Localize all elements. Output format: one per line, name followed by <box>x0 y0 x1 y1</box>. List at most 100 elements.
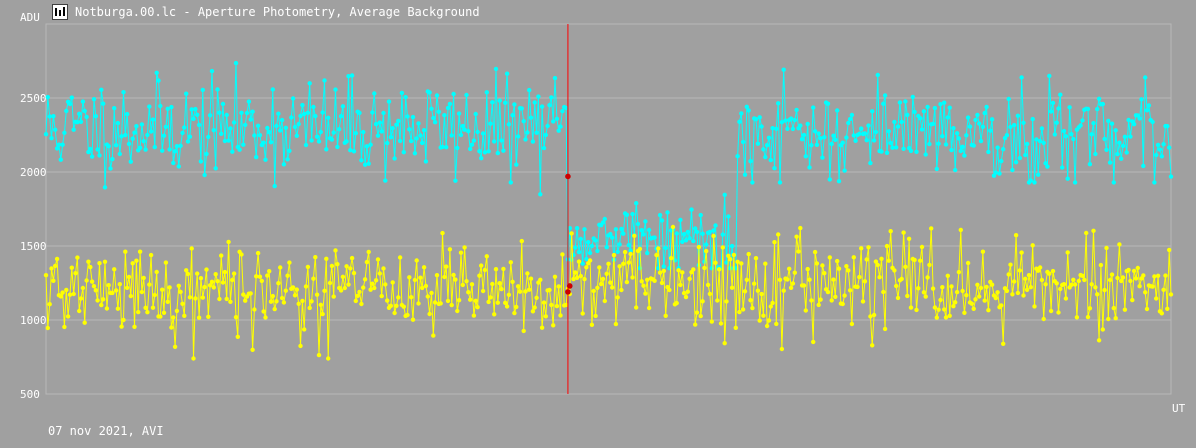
data-point <box>1106 316 1111 322</box>
data-point <box>303 142 309 148</box>
data-point <box>805 121 810 127</box>
data-point <box>381 110 386 116</box>
data-point <box>1032 304 1037 309</box>
data-point <box>78 296 84 301</box>
data-point <box>497 281 502 286</box>
data-point <box>480 288 486 294</box>
data-point <box>279 117 285 123</box>
data-point <box>265 273 270 278</box>
data-point <box>311 276 316 281</box>
data-point <box>608 231 613 237</box>
data-point <box>543 314 548 319</box>
data-point <box>674 300 679 306</box>
data-point <box>752 281 757 286</box>
data-point <box>846 120 851 126</box>
data-point <box>1028 285 1034 290</box>
data-point <box>296 301 301 306</box>
data-point <box>693 226 698 231</box>
data-point <box>150 117 156 122</box>
data-point <box>569 231 574 236</box>
data-point <box>967 124 973 129</box>
data-point <box>1008 124 1013 130</box>
data-point <box>776 232 781 237</box>
data-point <box>53 127 58 132</box>
data-point <box>239 110 244 116</box>
data-point <box>193 296 198 301</box>
data-point <box>152 292 157 298</box>
data-point <box>578 236 583 242</box>
data-point <box>1061 282 1067 287</box>
data-point <box>816 131 821 136</box>
data-point <box>1056 310 1061 315</box>
data-point <box>370 110 375 115</box>
data-point <box>466 290 471 295</box>
data-point <box>185 271 191 277</box>
data-point <box>563 302 569 308</box>
data-point <box>257 274 263 279</box>
data-point <box>881 101 886 107</box>
data-point <box>539 104 545 109</box>
data-point <box>1126 267 1131 273</box>
data-point <box>254 274 259 279</box>
data-point <box>174 144 180 149</box>
data-point <box>735 154 740 159</box>
data-point <box>606 261 611 266</box>
data-point <box>643 291 648 296</box>
data-point <box>833 294 838 299</box>
data-point <box>903 99 908 104</box>
data-point <box>940 285 945 290</box>
data-point <box>51 114 56 119</box>
data-point <box>953 167 958 173</box>
data-point <box>663 313 668 318</box>
lightcurve-app-icon[interactable] <box>52 4 68 20</box>
data-point <box>811 105 816 110</box>
data-point <box>195 112 200 118</box>
data-point <box>340 274 346 279</box>
data-point <box>102 185 108 190</box>
data-point <box>503 100 508 106</box>
data-point <box>1065 176 1070 181</box>
data-point <box>895 124 901 129</box>
data-point <box>702 265 707 271</box>
data-point <box>1080 273 1085 278</box>
title-bar: Notburga.00.lc - Aperture Photometry, Av… <box>0 0 1196 24</box>
data-point <box>763 154 768 160</box>
data-point <box>731 252 737 258</box>
data-point <box>357 289 362 295</box>
data-point <box>504 71 510 76</box>
data-point <box>630 275 635 280</box>
data-point <box>1013 160 1019 165</box>
data-point <box>884 243 890 249</box>
data-point <box>272 306 277 312</box>
data-point <box>659 280 665 286</box>
data-point <box>954 289 960 295</box>
data-point <box>842 168 847 173</box>
data-point <box>774 321 779 327</box>
data-point <box>1039 277 1045 283</box>
data-point <box>126 141 132 147</box>
data-point <box>427 90 432 95</box>
data-point <box>940 134 945 139</box>
data-point <box>1139 97 1144 102</box>
data-point <box>1013 233 1019 238</box>
data-point <box>663 245 668 251</box>
data-point <box>495 300 500 305</box>
data-point <box>591 288 596 294</box>
data-point <box>451 272 456 278</box>
data-point <box>977 121 982 126</box>
data-point <box>128 159 133 164</box>
data-point <box>130 261 135 266</box>
data-point <box>281 300 287 305</box>
data-point <box>980 249 986 254</box>
data-point <box>938 102 943 107</box>
data-point <box>493 66 499 72</box>
data-point <box>145 310 150 315</box>
data-point <box>829 141 834 147</box>
data-point <box>447 101 453 107</box>
data-point <box>709 319 714 324</box>
data-point <box>217 296 222 302</box>
data-point <box>744 104 749 110</box>
data-point <box>1091 121 1096 126</box>
data-point <box>801 283 807 288</box>
data-point <box>458 250 464 255</box>
